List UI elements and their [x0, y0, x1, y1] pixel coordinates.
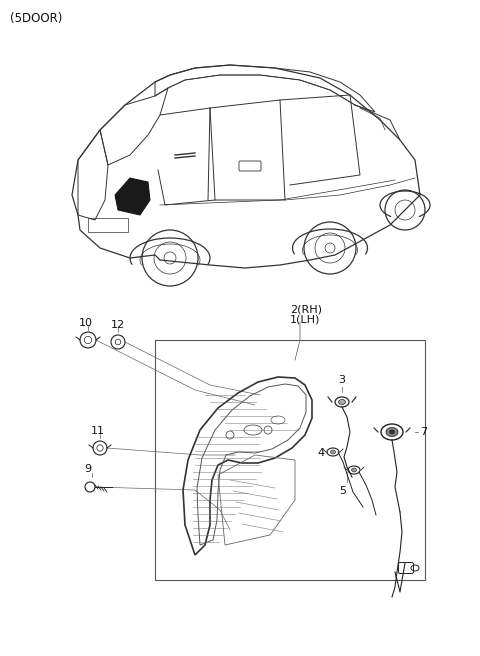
- Ellipse shape: [351, 468, 357, 472]
- Text: 10: 10: [79, 318, 93, 328]
- Ellipse shape: [338, 400, 346, 405]
- Text: 7: 7: [420, 427, 427, 437]
- Polygon shape: [115, 178, 150, 215]
- Ellipse shape: [389, 430, 395, 434]
- Ellipse shape: [331, 450, 336, 454]
- Bar: [88, 218, 128, 232]
- Text: 3: 3: [338, 375, 346, 385]
- Text: 9: 9: [84, 464, 92, 474]
- Text: 4: 4: [318, 448, 325, 458]
- Text: 12: 12: [111, 320, 125, 330]
- Text: 5: 5: [339, 486, 347, 496]
- Text: 2(RH): 2(RH): [290, 305, 322, 315]
- Text: 1(LH): 1(LH): [290, 315, 320, 325]
- Ellipse shape: [386, 428, 398, 436]
- Bar: [155, 340, 425, 580]
- Text: (5DOOR): (5DOOR): [10, 12, 62, 25]
- Text: 11: 11: [91, 426, 105, 436]
